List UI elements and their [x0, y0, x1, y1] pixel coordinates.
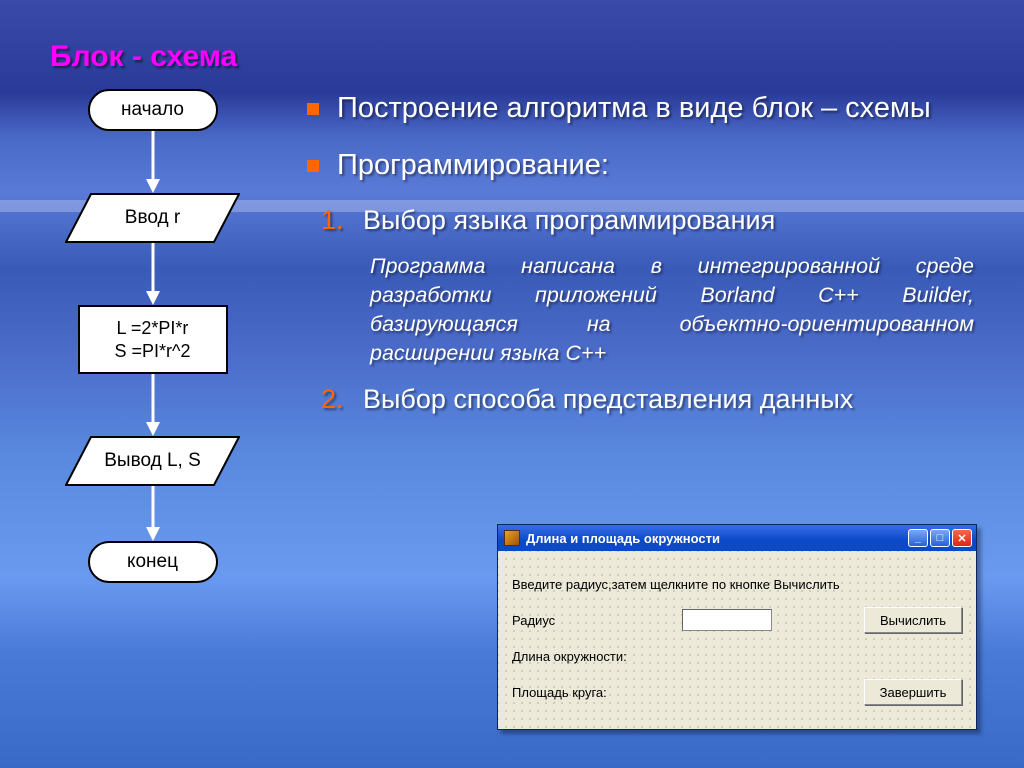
- length-label: Длина окружности:: [512, 649, 682, 664]
- numbered-list-cont: Выбор способа представления данных: [315, 382, 974, 417]
- window-titlebar[interactable]: Длина и площадь окружности _ □ ✕: [498, 525, 976, 551]
- flow-arrow: [143, 486, 163, 541]
- process-line2: S =PI*r^2: [86, 340, 220, 363]
- flowchart-start: начало: [88, 89, 218, 131]
- instruction-text: Введите радиус,затем щелкните по кнопке …: [512, 577, 962, 592]
- flowchart-process: L =2*PI*r S =PI*r^2: [78, 305, 228, 374]
- window-body: Введите радиус,затем щелкните по кнопке …: [498, 551, 976, 729]
- radius-label: Радиус: [512, 613, 682, 628]
- flowchart-output: Вывод L, S: [65, 436, 240, 486]
- flow-arrow: [143, 374, 163, 436]
- numbered-item: Выбор способа представления данных: [315, 382, 974, 417]
- calculate-button[interactable]: Вычислить: [864, 607, 962, 633]
- flowchart-start-label: начало: [121, 99, 184, 121]
- bullet-list: Построение алгоритма в виде блок – схемы…: [295, 89, 974, 185]
- slide-title: Блок - схема: [40, 40, 984, 74]
- flowchart: начало Ввод r L =2*PI*r S =PI*r^2: [40, 89, 265, 583]
- content: Построение алгоритма в виде блок – схемы…: [295, 89, 984, 583]
- flow-arrow: [143, 243, 163, 305]
- bullet-item: Построение алгоритма в виде блок – схемы: [295, 89, 974, 128]
- window-buttons: _ □ ✕: [908, 529, 972, 547]
- flowchart-end: конец: [88, 541, 218, 583]
- exit-button-label: Завершить: [880, 685, 947, 700]
- flowchart-input-label: Ввод r: [125, 207, 180, 229]
- area-label: Площадь круга:: [512, 685, 682, 700]
- close-button[interactable]: ✕: [952, 529, 972, 547]
- window-app-icon: [504, 530, 520, 546]
- window-title: Длина и площадь окружности: [526, 531, 908, 546]
- flowchart-end-label: конец: [127, 551, 178, 573]
- app-window: Длина и площадь окружности _ □ ✕ Введите…: [497, 524, 977, 730]
- slide: Блок - схема начало Ввод r L =2*PI*r S =: [0, 0, 1024, 768]
- flowchart-input: Ввод r: [65, 193, 240, 243]
- columns: начало Ввод r L =2*PI*r S =PI*r^2: [40, 89, 984, 583]
- maximize-button[interactable]: □: [930, 529, 950, 547]
- bullet-item: Программирование:: [295, 146, 974, 185]
- process-line1: L =2*PI*r: [86, 317, 220, 340]
- description-text: Программа написана в интегрированной сре…: [370, 252, 974, 368]
- numbered-item: Выбор языка программирования: [315, 203, 974, 238]
- minimize-button[interactable]: _: [908, 529, 928, 547]
- radius-input[interactable]: [682, 609, 772, 631]
- exit-button[interactable]: Завершить: [864, 679, 962, 705]
- numbered-list: Выбор языка программирования: [315, 203, 974, 238]
- flow-arrow: [143, 131, 163, 193]
- calculate-button-label: Вычислить: [880, 613, 946, 628]
- flowchart-output-label: Вывод L, S: [104, 450, 201, 472]
